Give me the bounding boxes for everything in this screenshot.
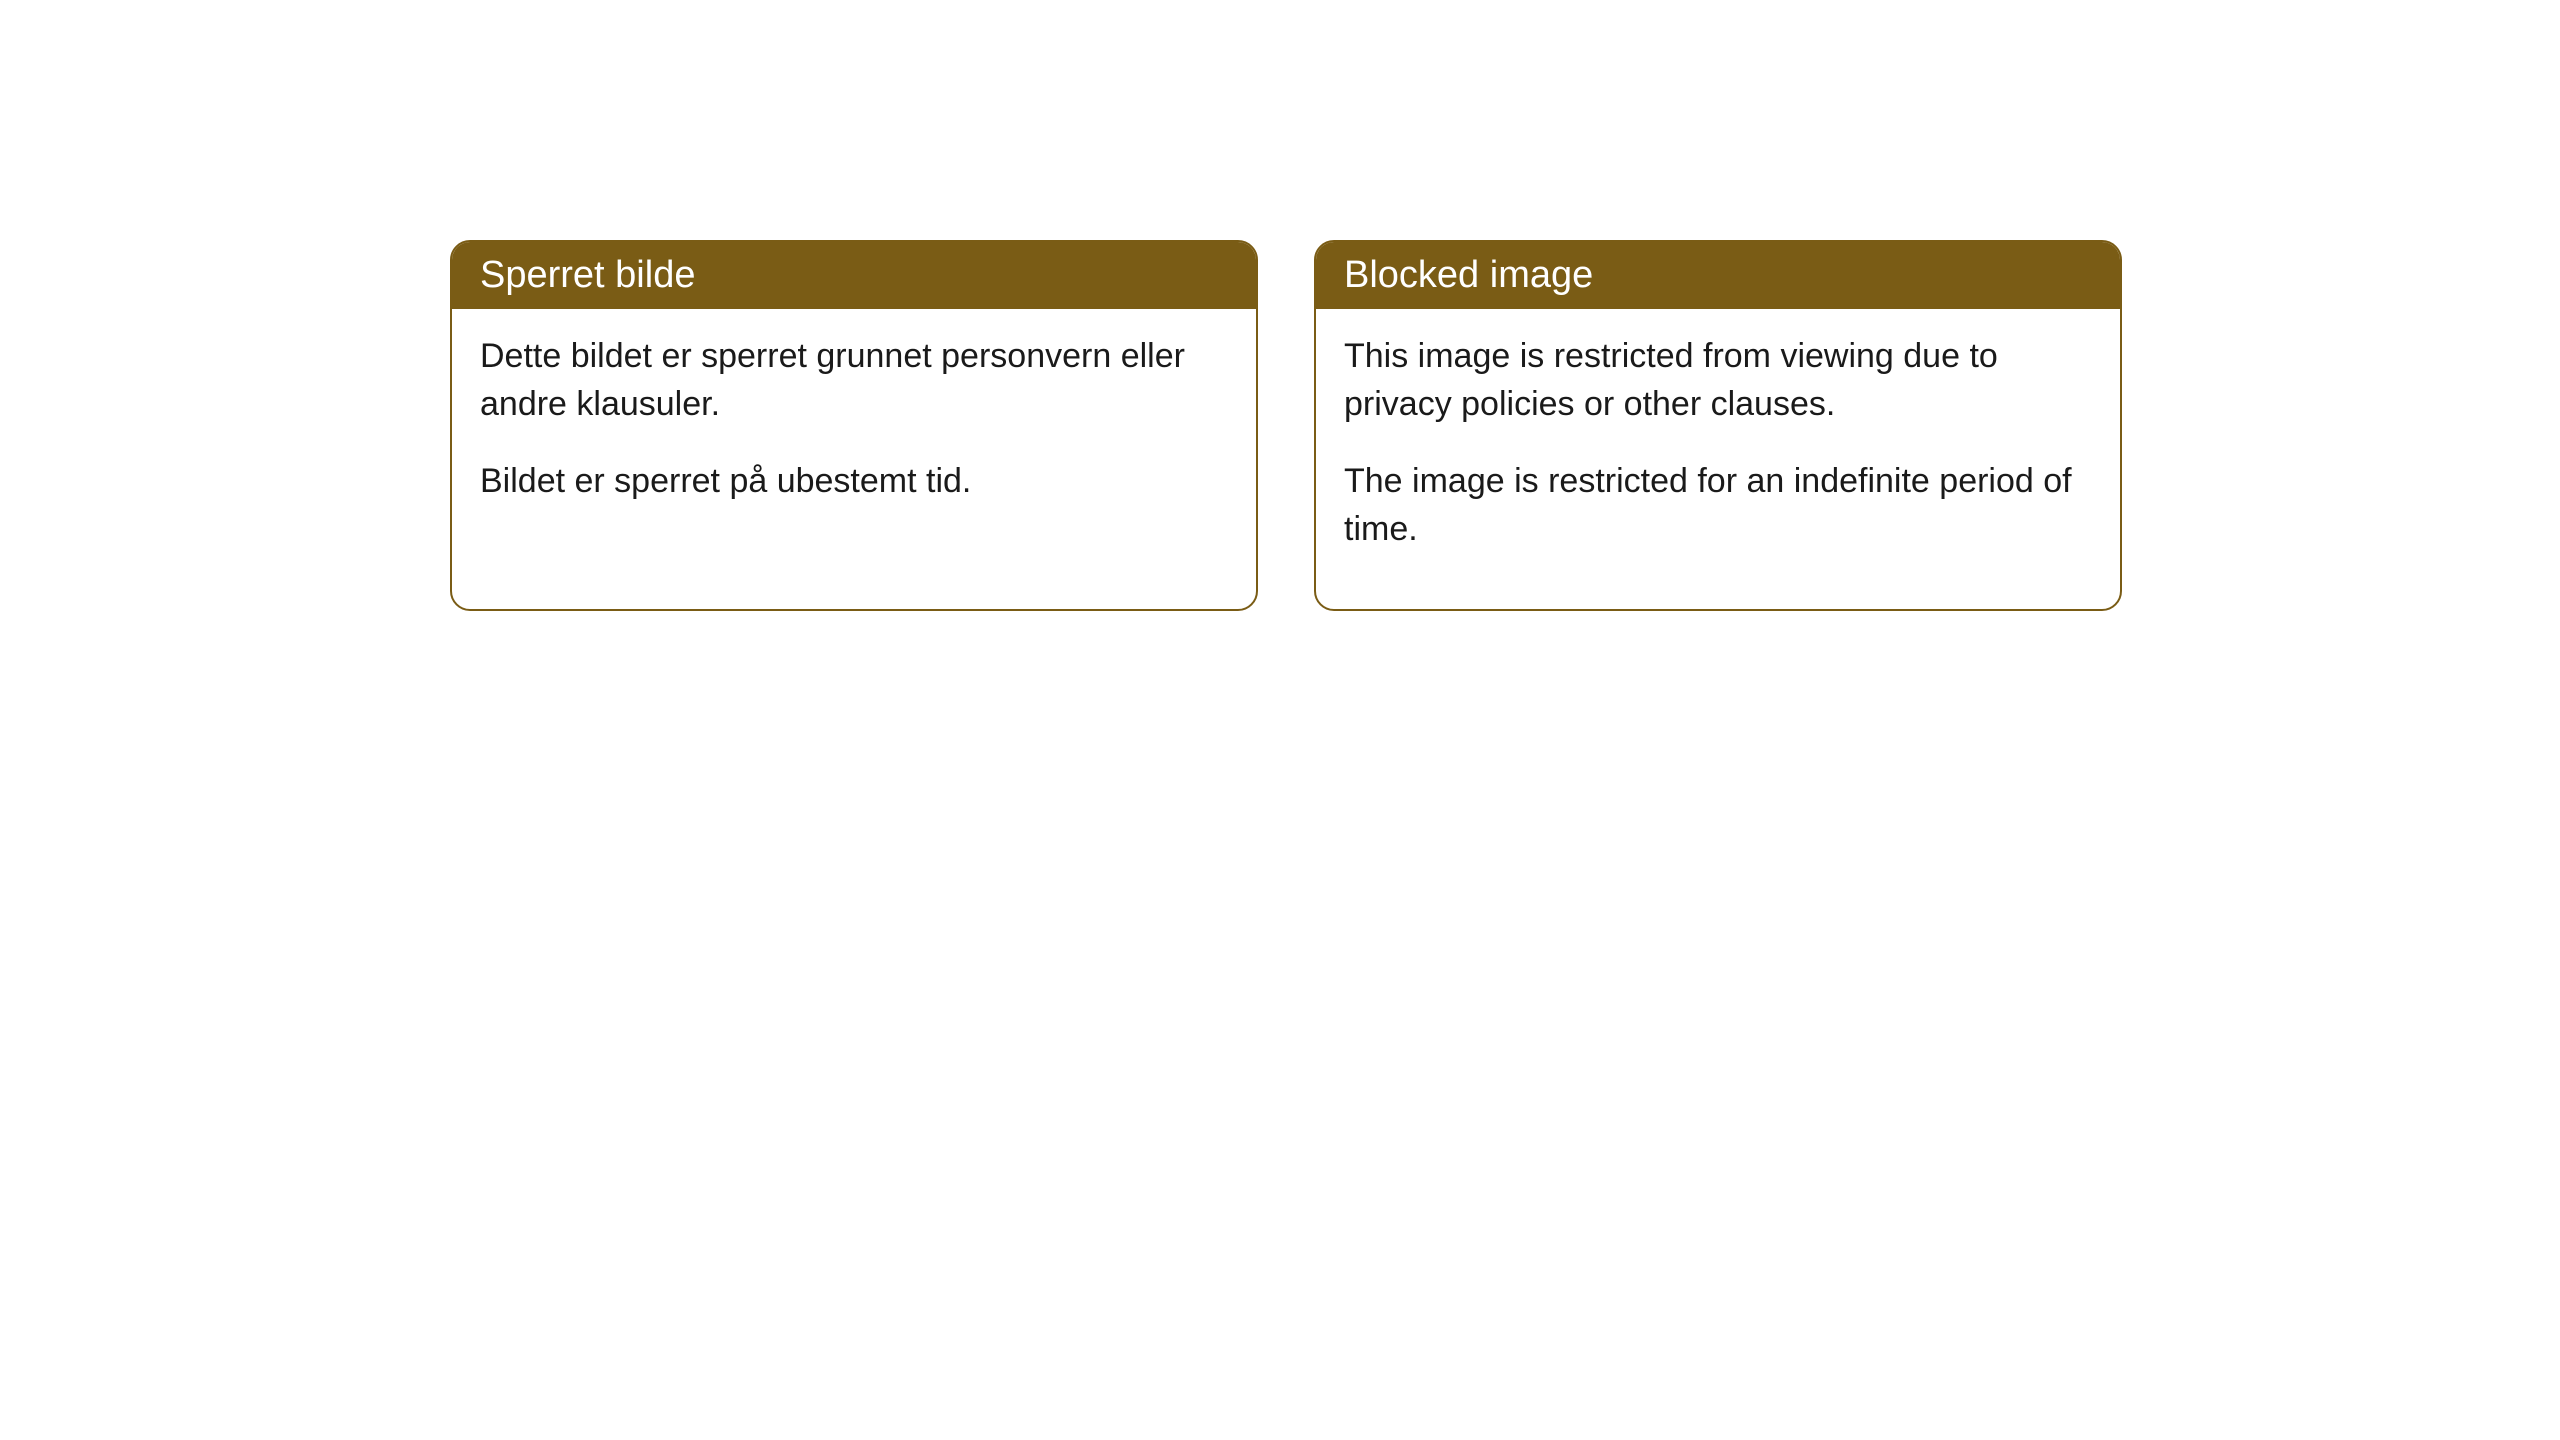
card-paragraph-2: The image is restricted for an indefinit… [1344, 458, 2092, 553]
card-title: Blocked image [1316, 242, 2120, 309]
card-paragraph-2: Bildet er sperret på ubestemt tid. [480, 458, 1228, 506]
card-body: Dette bildet er sperret grunnet personve… [452, 309, 1256, 562]
blocked-image-card-norwegian: Sperret bilde Dette bildet er sperret gr… [450, 240, 1258, 611]
card-body: This image is restricted from viewing du… [1316, 309, 2120, 609]
blocked-image-card-english: Blocked image This image is restricted f… [1314, 240, 2122, 611]
card-title: Sperret bilde [452, 242, 1256, 309]
cards-container: Sperret bilde Dette bildet er sperret gr… [450, 240, 2122, 611]
card-paragraph-1: Dette bildet er sperret grunnet personve… [480, 333, 1228, 428]
card-paragraph-1: This image is restricted from viewing du… [1344, 333, 2092, 428]
